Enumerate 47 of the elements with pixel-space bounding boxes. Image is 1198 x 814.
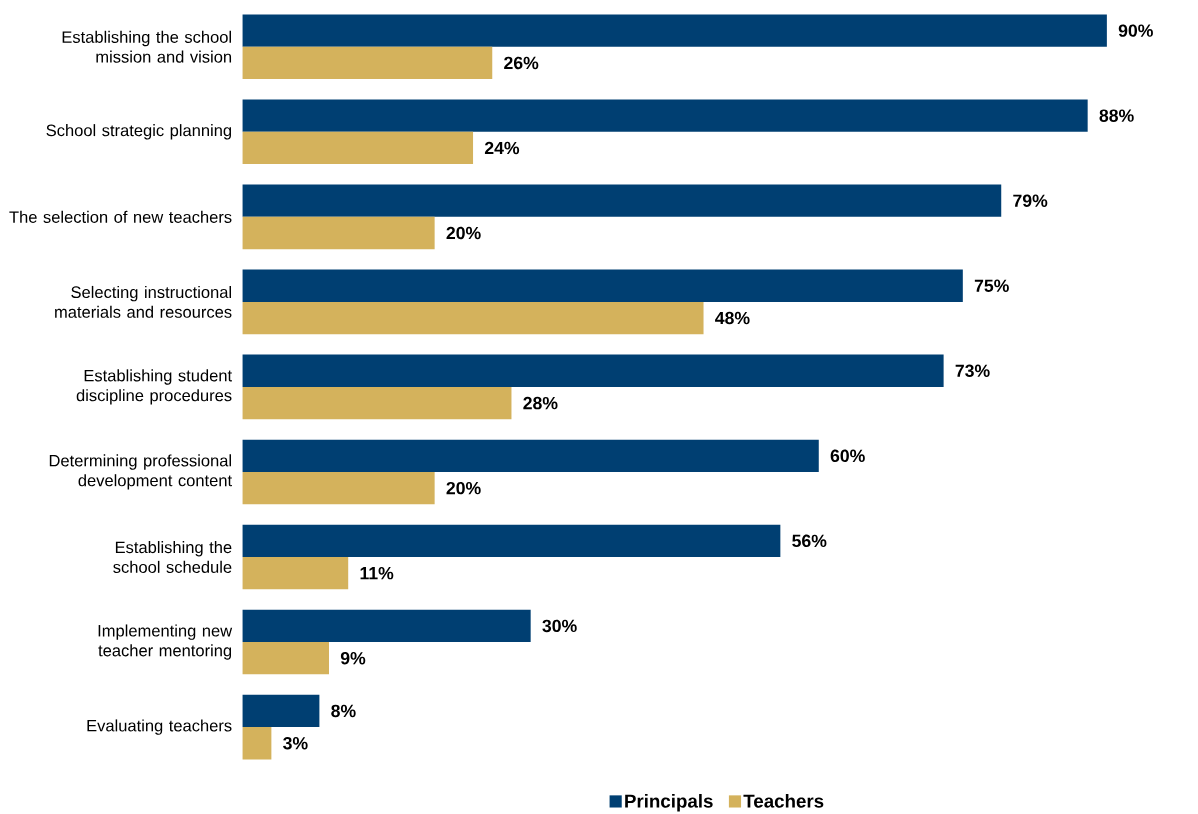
data-label: 75% (974, 279, 1009, 292)
bar (242, 131, 474, 164)
y-tick-label: School strategic planning (46, 123, 232, 140)
data-label: 73% (955, 364, 990, 377)
bar (242, 269, 963, 302)
y-tick-label: Selecting instructional materials and resources (55, 285, 232, 318)
bar (242, 46, 493, 79)
bar (242, 184, 1002, 217)
data-label: 24% (484, 141, 520, 154)
data-label: 9% (340, 651, 366, 665)
data-label: 8% (331, 704, 356, 717)
data-label: 11% (360, 566, 394, 580)
bar (242, 386, 512, 420)
bar (242, 694, 320, 727)
bar (242, 216, 435, 249)
y-tick-label: Evaluating teachers (87, 719, 232, 735)
data-label: 79% (1013, 194, 1048, 207)
data-label: 20% (446, 481, 481, 495)
data-label: 30% (542, 619, 577, 632)
data-label: 88% (1099, 109, 1134, 122)
bar (242, 524, 781, 557)
data-label: 3% (283, 736, 308, 750)
data-label: 20% (446, 226, 481, 240)
bar (242, 354, 944, 387)
legend-label: Teachers (743, 793, 824, 808)
data-label: 60% (830, 449, 865, 462)
y-tick-label: Establishing the school mission and vision (62, 30, 232, 63)
legend-label: Principals (625, 793, 713, 812)
bar (242, 14, 1107, 47)
bar (242, 301, 704, 334)
bar (242, 726, 272, 760)
bar (242, 99, 1088, 132)
data-label: 48% (715, 311, 750, 325)
data-label: 28% (523, 396, 558, 410)
data-label: 56% (792, 534, 827, 547)
y-tick-label: The selection of new teachers (9, 210, 232, 223)
bar (242, 556, 349, 590)
y-tick-label: Implementing new teacher mentoring (98, 624, 233, 660)
bar (242, 439, 819, 472)
bar (242, 471, 435, 505)
bar (242, 609, 531, 642)
data-label: 90% (1118, 24, 1153, 37)
data-label: 26% (504, 56, 539, 69)
y-tick-label: Establishing student discipline procedures (76, 369, 232, 405)
bar (242, 641, 329, 675)
y-tick-label: Establishing the school schedule (113, 540, 232, 573)
y-tick-label: Determining professional development content (49, 454, 232, 490)
